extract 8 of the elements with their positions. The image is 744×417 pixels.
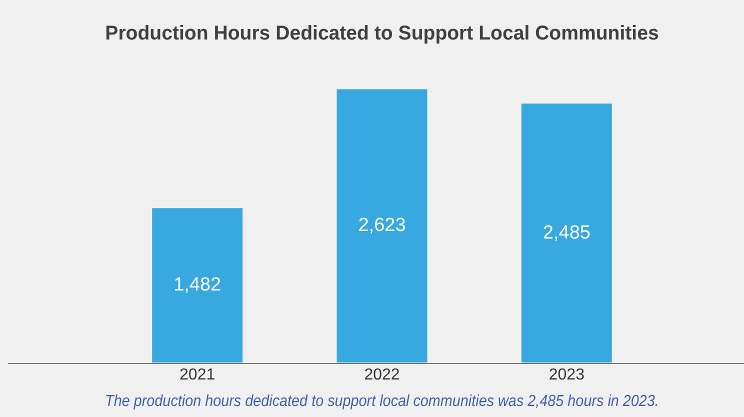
x-tick-label: 2021	[180, 366, 216, 384]
text: The production hours dedicated to support local communities was 2,485 hours in 2023.	[105, 392, 659, 410]
data-label: 1,482	[174, 274, 222, 296]
x-tick-label: 2022	[364, 366, 400, 384]
chart-title: Production Hours Dedicated to Support Local Communities	[105, 22, 659, 45]
data-label: 2,623	[358, 215, 406, 236]
x-tick-label: 2023	[548, 366, 585, 384]
data-label: 2,485	[542, 222, 590, 244]
